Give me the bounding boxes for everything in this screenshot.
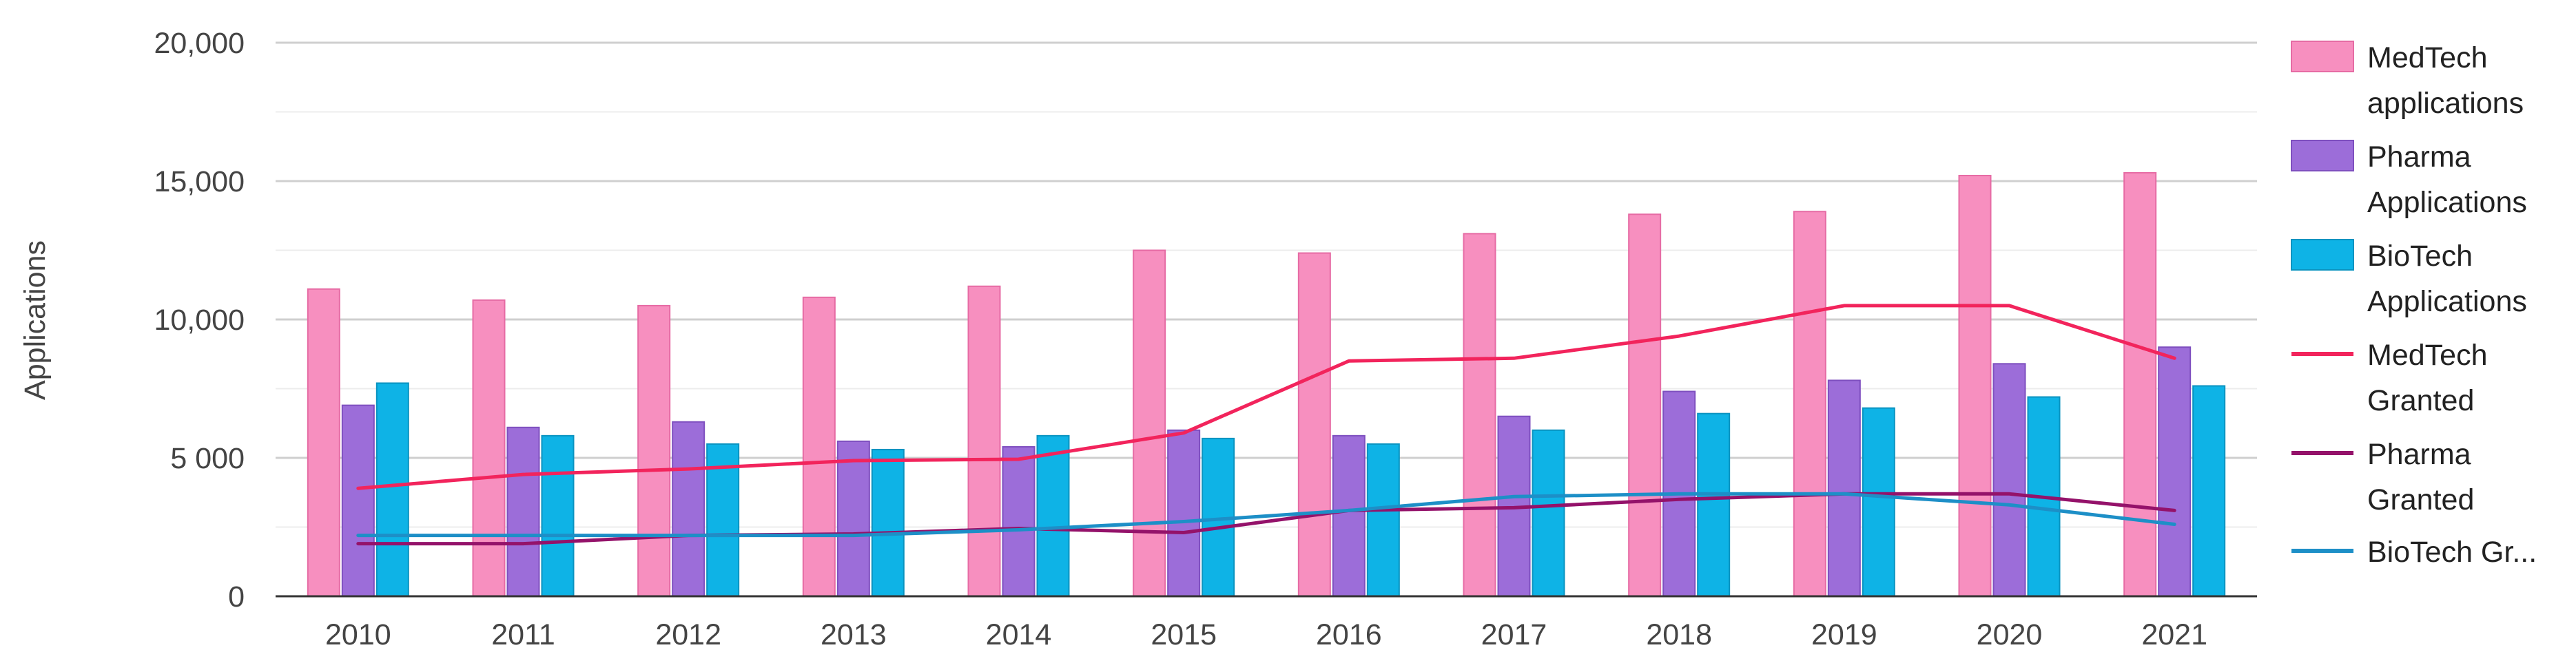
x-tick-label: 2013: [821, 618, 887, 651]
line-series: [356, 304, 2176, 546]
x-axis-ticks: 2010 2011 2012 2013 2014 2015 2016 2017 2018 2019…: [325, 618, 2207, 651]
bar-pharma-applications-2020: [1992, 363, 2026, 597]
legend: MedTechapplicationsPharmaApplicationsBio…: [2291, 41, 2537, 569]
bar-medtech-applications-2020: [1958, 174, 1992, 597]
bar-medtech-applications-2014: [967, 285, 1001, 597]
legend-label: Applications: [2367, 186, 2527, 219]
bar-biotech-applications-2010: [375, 382, 409, 598]
legend-entry: MedTech Granted: [2291, 339, 2487, 417]
line-medtech-granted: [356, 304, 2176, 490]
bar-biotech-applications-2018: [1697, 412, 1731, 597]
bar-pharma-applications-2011: [506, 426, 540, 598]
bar-biotech-applications-2019: [1862, 407, 1895, 597]
legend-label: BioTech Gr...: [2367, 536, 2537, 569]
legend-entry: Pharma Granted: [2291, 438, 2474, 516]
bar-medtech-applications-2018: [1628, 213, 1662, 597]
x-tick-label: 2021: [2141, 618, 2207, 651]
bar-pharma-applications-2010: [341, 404, 375, 597]
legend-entry: MedTech applications: [2291, 41, 2524, 120]
bar-medtech-applications-2010: [307, 288, 340, 597]
bar-pharma-applications-2021: [2158, 346, 2192, 597]
x-tick-label: 2019: [1811, 618, 1877, 651]
x-tick-label: 2010: [325, 618, 391, 651]
legend-label: MedTech: [2367, 41, 2487, 74]
y-tick-label: 5 000: [170, 442, 245, 475]
bar-medtech-applications-2019: [1793, 211, 1826, 598]
bar-biotech-applications-2021: [2192, 385, 2226, 597]
legend-label: Granted: [2367, 483, 2474, 516]
bar-pharma-applications-2014: [1002, 445, 1035, 597]
y-axis-title: Applications: [19, 240, 52, 400]
gridlines: [276, 41, 2257, 528]
bar-biotech-applications-2014: [1036, 434, 1070, 598]
y-tick-label: 20,000: [154, 27, 245, 60]
legend-label: Granted: [2367, 384, 2474, 417]
bar-pharma-applications-2016: [1332, 434, 1366, 598]
x-tick-label: 2011: [491, 618, 555, 651]
legend-label: Applications: [2367, 285, 2527, 318]
x-tick-label: 2015: [1151, 618, 1217, 651]
bar-pharma-applications-2012: [672, 421, 705, 597]
x-tick-label: 2014: [986, 618, 1052, 651]
legend-label: BioTech: [2367, 240, 2473, 273]
bar-medtech-applications-2015: [1133, 249, 1166, 597]
y-tick-label: 10,000: [154, 304, 245, 337]
bar-medtech-applications-2017: [1463, 233, 1496, 597]
bar-medtech-applications-2016: [1297, 252, 1331, 597]
legend-entry: BioTech Applications: [2291, 239, 2527, 318]
x-tick-label: 2012: [655, 618, 721, 651]
bar-medtech-applications-2011: [472, 299, 506, 597]
legend-entry: Pharma Applications: [2291, 140, 2527, 219]
y-tick-label: 0: [228, 580, 245, 613]
legend-swatch: [2291, 41, 2354, 72]
legend-label: MedTech: [2367, 339, 2487, 372]
y-axis-ticks: 0 5 000 10,000 15,000 20,000: [154, 27, 245, 613]
y-tick-label: 15,000: [154, 165, 245, 198]
bar-series: [307, 171, 2226, 598]
bar-biotech-applications-2017: [1532, 429, 1565, 597]
legend-label: applications: [2367, 87, 2524, 120]
bar-pharma-applications-2015: [1167, 429, 1201, 597]
bar-pharma-applications-2013: [836, 440, 870, 597]
x-tick-label: 2017: [1481, 618, 1547, 651]
line-biotech-gr-: [356, 492, 2176, 538]
legend-label: Pharma: [2367, 438, 2471, 471]
x-tick-label: 2016: [1316, 618, 1382, 651]
legend-swatch: [2291, 140, 2354, 171]
bar-pharma-applications-2019: [1827, 379, 1861, 597]
bar-biotech-applications-2011: [541, 434, 575, 598]
x-tick-label: 2020: [1977, 618, 2043, 651]
bar-medtech-applications-2012: [637, 304, 671, 597]
bar-medtech-applications-2013: [802, 296, 836, 597]
bar-medtech-applications-2021: [2123, 171, 2157, 597]
bar-biotech-applications-2016: [1366, 443, 1400, 598]
legend-swatch: [2291, 239, 2354, 271]
bar-biotech-applications-2013: [871, 448, 905, 597]
legend-label: Pharma: [2367, 140, 2471, 174]
legend-entry: BioTech Gr...: [2291, 536, 2537, 569]
x-tick-label: 2018: [1646, 618, 1712, 651]
